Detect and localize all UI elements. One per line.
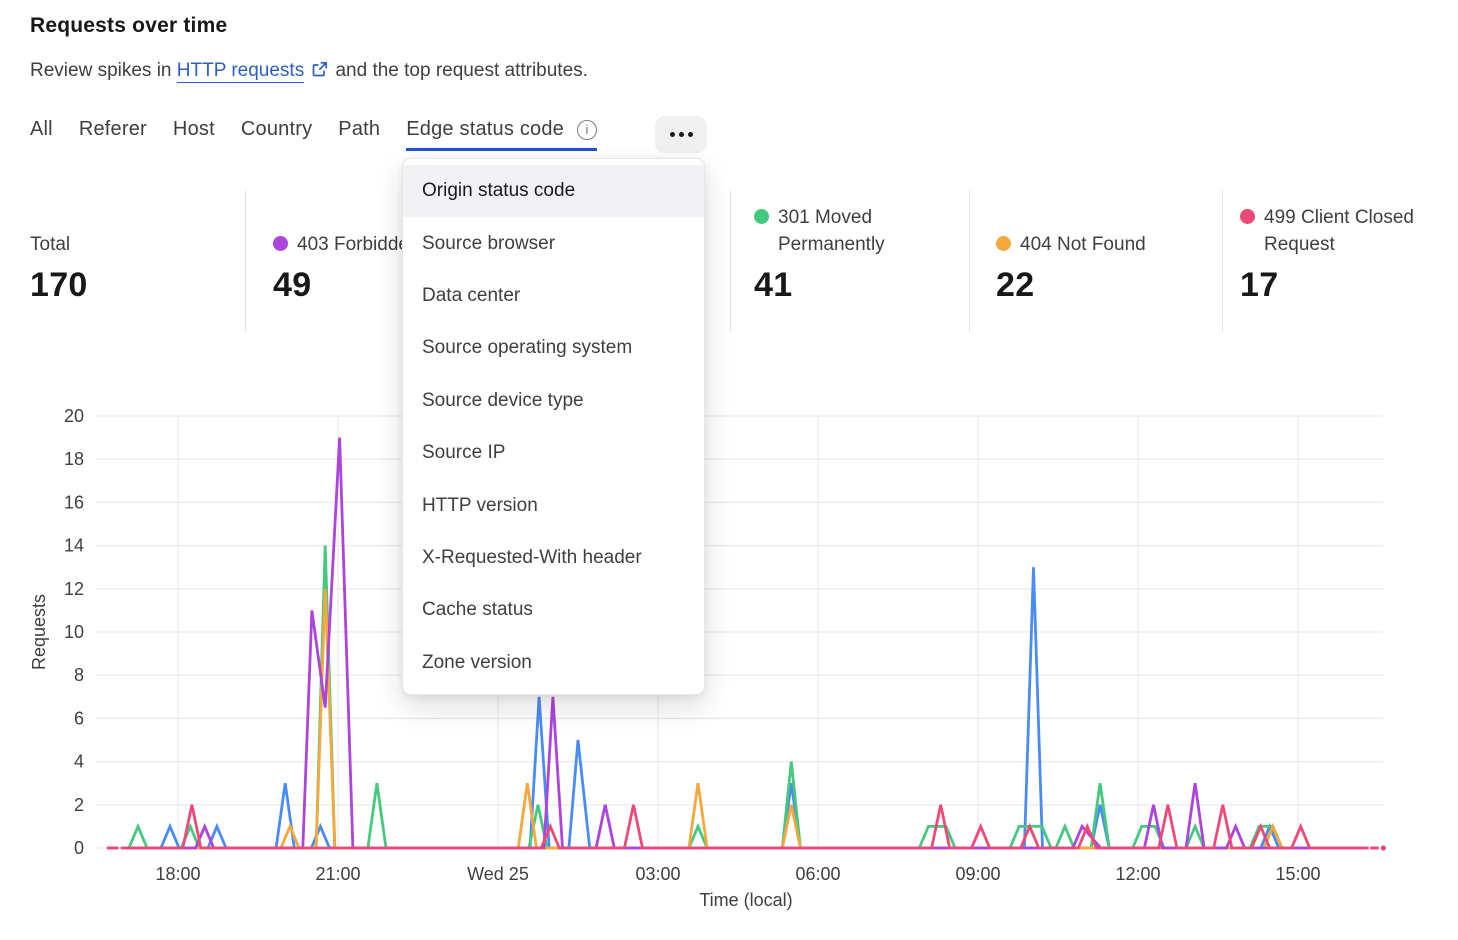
series-line-499-client-closed-request xyxy=(120,804,1369,850)
stat-404-value: 22 xyxy=(996,266,1035,304)
x-axis-tick-label: 18:00 xyxy=(155,864,200,884)
tab-referer[interactable]: Referer xyxy=(78,118,147,140)
menu-item-origin-status-code[interactable]: Origin status code xyxy=(403,165,704,218)
attribute-tabs: All Referer Host Country Path Edge statu… xyxy=(30,118,598,151)
stat-404-label: 404 Not Found xyxy=(1020,234,1146,255)
tab-edge-status-code[interactable]: Edge status code i xyxy=(406,118,598,151)
stat-403-forbidden: 403 Forbidden 49 xyxy=(273,200,420,305)
x-axis-tick-label: 15:00 xyxy=(1275,864,1320,884)
tab-edge-status-code-label: Edge status code xyxy=(406,118,565,140)
series-end-dot-499-client-closed-request xyxy=(1380,845,1386,851)
menu-item-x-requested-with-header[interactable]: X-Requested-With header xyxy=(422,546,642,568)
stat-divider xyxy=(969,190,970,332)
stat-404-not-found: 404 Not Found 22 xyxy=(996,200,1146,305)
y-axis-tick-label: 20 xyxy=(64,406,84,426)
x-axis-tick-label: 03:00 xyxy=(635,864,680,884)
stat-divider xyxy=(1222,190,1223,332)
subtitle-suffix: and the top request attributes. xyxy=(330,60,588,81)
external-link-icon[interactable] xyxy=(311,61,328,84)
x-axis-tick-label: Wed 25 xyxy=(467,864,529,884)
y-axis-tick-label: 16 xyxy=(64,492,84,512)
stat-403-value: 49 xyxy=(273,266,312,304)
x-axis-tick-label: 21:00 xyxy=(315,864,360,884)
page-title: Requests over time xyxy=(30,14,228,37)
menu-item-source-operating-system[interactable]: Source operating system xyxy=(422,337,633,359)
http-requests-link[interactable]: HTTP requests xyxy=(176,60,305,83)
more-tabs-button[interactable] xyxy=(655,116,707,153)
stat-499-value: 17 xyxy=(1240,266,1279,304)
y-axis-tick-label: 0 xyxy=(74,838,84,858)
menu-item-data-center[interactable]: Data center xyxy=(422,284,521,306)
menu-item-source-browser[interactable]: Source browser xyxy=(422,232,556,254)
menu-item-source-device-type[interactable]: Source device type xyxy=(422,389,584,411)
stat-403-label: 403 Forbidden xyxy=(297,234,420,255)
stat-301-value: 41 xyxy=(754,266,793,304)
y-axis-title: Requests xyxy=(29,594,49,670)
stat-301-moved: 301 Moved Permanently 41 xyxy=(754,200,892,305)
series-line-unlabeled-legend-covered-by-menu xyxy=(120,567,1369,850)
tab-path[interactable]: Path xyxy=(338,118,381,140)
menu-item-zone-version[interactable]: Zone version xyxy=(422,651,532,673)
stat-divider xyxy=(730,190,731,332)
legend-dot-301 xyxy=(754,209,769,224)
y-axis-tick-label: 6 xyxy=(74,708,84,728)
stat-total-value: 170 xyxy=(30,266,88,304)
x-axis-tick-label: 12:00 xyxy=(1115,864,1160,884)
stat-499-client-closed: 499 Client Closed Request 17 xyxy=(1240,200,1416,305)
tab-country[interactable]: Country xyxy=(240,118,313,140)
menu-item-source-ip[interactable]: Source IP xyxy=(422,442,506,464)
menu-item-http-version[interactable]: HTTP version xyxy=(422,494,538,516)
info-icon[interactable]: i xyxy=(577,119,598,140)
subtitle: Review spikes in HTTP requests and the t… xyxy=(30,60,588,84)
stat-499-label: 499 Client Closed Request xyxy=(1264,207,1414,255)
series-line-403-forbidden xyxy=(120,437,1369,850)
series-line-301-moved-permanently xyxy=(120,545,1369,850)
y-axis-tick-label: 2 xyxy=(74,795,84,815)
stat-total-label: Total xyxy=(30,234,71,255)
menu-item-cache-status[interactable]: Cache status xyxy=(422,599,533,621)
subtitle-prefix: Review spikes in xyxy=(30,60,177,81)
x-axis-tick-label: 06:00 xyxy=(795,864,840,884)
y-axis-tick-label: 12 xyxy=(64,579,84,599)
y-axis-tick-label: 10 xyxy=(64,622,84,642)
legend-dot-403 xyxy=(273,236,288,251)
stat-301-label: 301 Moved Permanently xyxy=(778,207,885,255)
y-axis-tick-label: 4 xyxy=(74,752,84,772)
y-axis-tick-label: 18 xyxy=(64,449,84,469)
attribute-dropdown-menu: Origin status code Source browser Data c… xyxy=(402,158,705,695)
y-axis-tick-label: 14 xyxy=(64,536,84,556)
tab-all[interactable]: All xyxy=(30,118,53,140)
tab-host[interactable]: Host xyxy=(172,118,215,140)
stat-divider xyxy=(245,190,246,332)
x-axis-title: Time (local) xyxy=(699,890,792,910)
legend-dot-404 xyxy=(996,236,1011,251)
y-axis-tick-label: 8 xyxy=(74,665,84,685)
legend-dot-499 xyxy=(1240,209,1255,224)
series-line-404-not-found xyxy=(120,588,1369,850)
ellipsis-icon xyxy=(669,132,675,137)
x-axis-tick-label: 09:00 xyxy=(955,864,1000,884)
stat-total: Total 170 xyxy=(30,200,88,305)
